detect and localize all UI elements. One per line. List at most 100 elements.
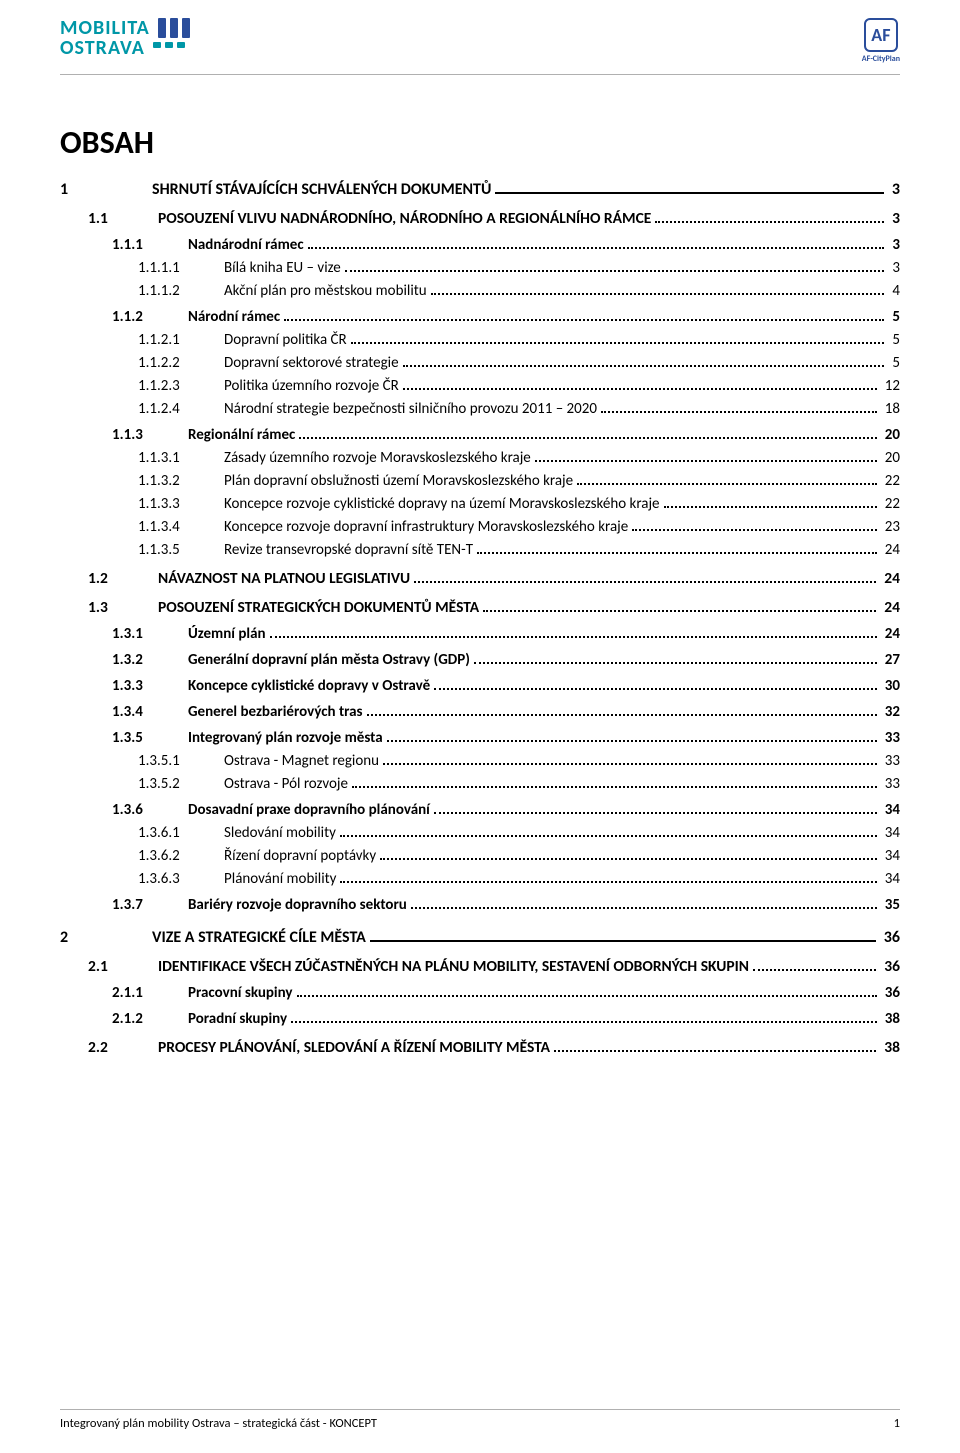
- toc-entry[interactable]: 1.3.7Bariéry rozvoje dopravního sektoru3…: [60, 896, 900, 914]
- toc-number: 1.3.6: [60, 801, 188, 819]
- toc-number: 1.1.2.1: [60, 331, 224, 349]
- toc-page: 3: [888, 259, 900, 277]
- toc-leader: [577, 477, 877, 485]
- toc-entry[interactable]: 1.3POSOUZENÍ STRATEGICKÝCH DOKUMENTŮ MĚS…: [60, 598, 900, 617]
- toc-leader: [270, 630, 877, 638]
- toc-leader: [284, 313, 884, 321]
- toc-number: 1.3: [60, 598, 158, 617]
- toc-leader: [352, 780, 877, 788]
- toc-entry[interactable]: 1SHRNUTÍ STÁVAJÍCÍCH SCHVÁLENÝCH DOKUMEN…: [60, 180, 900, 199]
- toc-page: 30: [881, 677, 900, 695]
- toc-entry[interactable]: 2VIZE A STRATEGICKÉ CÍLE MĚSTA36: [60, 928, 900, 947]
- toc-text: Dopravní politika ČR: [224, 331, 347, 349]
- toc-entry[interactable]: 2.1.1Pracovní skupiny36: [60, 984, 900, 1002]
- toc-text: Národní strategie bezpečnosti silničního…: [224, 400, 597, 418]
- toc-text: Generální dopravní plán města Ostravy (G…: [188, 651, 470, 669]
- toc-entry[interactable]: 1.3.3Koncepce cyklistické dopravy v Ostr…: [60, 677, 900, 695]
- toc-text: Územní plán: [188, 625, 266, 643]
- toc-leader: [345, 264, 885, 272]
- toc-number: 1.3.1: [60, 625, 188, 643]
- toc-entry[interactable]: 1.1.3.3Koncepce rozvoje cyklistické dopr…: [60, 495, 900, 513]
- toc-entry[interactable]: 1.1.2.2Dopravní sektorové strategie5: [60, 354, 900, 372]
- toc-entry[interactable]: 2.1.2Poradní skupiny38: [60, 1010, 900, 1028]
- toc-entry[interactable]: 1.1.3.1Zásady územního rozvoje Moravskos…: [60, 449, 900, 467]
- toc-entry[interactable]: 1.1.2.1Dopravní politika ČR 5: [60, 331, 900, 349]
- toc-entry[interactable]: 1.3.6.3Plánování mobility34: [60, 870, 900, 888]
- toc-page: 5: [888, 331, 900, 349]
- toc-entry[interactable]: 2.2PROCESY PLÁNOVÁNÍ, SLEDOVÁNÍ A ŘÍZENÍ…: [60, 1038, 900, 1057]
- toc-entry[interactable]: 1.3.6.2Řízení dopravní poptávky34: [60, 847, 900, 865]
- toc-text: Ostrava - Magnet regionu: [224, 752, 379, 770]
- toc-page: 38: [881, 1010, 900, 1028]
- toc-text: POSOUZENÍ STRATEGICKÝCH DOKUMENTŮ MĚSTA: [158, 598, 479, 617]
- toc-leader: [664, 500, 877, 508]
- toc-page: 24: [881, 625, 900, 643]
- toc-page: 5: [888, 354, 900, 372]
- toc-leader: [308, 241, 885, 249]
- toc-text: Dosavadní praxe dopravního plánování: [188, 801, 430, 819]
- toc-page: 5: [888, 308, 900, 326]
- toc-number: 1.1.2.3: [60, 377, 224, 395]
- toc-entry[interactable]: 1.3.1Územní plán 24: [60, 625, 900, 643]
- toc-page: 36: [880, 957, 900, 976]
- toc-leader: [340, 829, 877, 837]
- toc-entry[interactable]: 1.1.3.2Plán dopravní obslužnosti území M…: [60, 472, 900, 490]
- toc-page: 20: [881, 449, 900, 467]
- toc-page: 33: [881, 752, 900, 770]
- toc-page: 22: [881, 495, 900, 513]
- toc-entry[interactable]: 1.3.4Generel bezbariérových tras32: [60, 703, 900, 721]
- toc-text: Nadnárodní rámec: [188, 236, 304, 254]
- toc-leader: [655, 214, 884, 223]
- toc-entry[interactable]: 1.3.5.2Ostrava - Pól rozvoje33: [60, 775, 900, 793]
- toc-text: Ostrava - Pól rozvoje: [224, 775, 348, 793]
- page-title: OBSAH: [60, 123, 900, 162]
- toc-leader: [632, 523, 877, 531]
- toc-entry[interactable]: 1.1POSOUZENÍ VLIVU NADNÁRODNÍHO, NÁRODNÍ…: [60, 209, 900, 228]
- toc-page: 38: [880, 1038, 900, 1057]
- logo-word-1: MOBILITA: [60, 18, 150, 38]
- toc-text: Poradní skupiny: [188, 1010, 287, 1028]
- toc-entry[interactable]: 1.1.3.4Koncepce rozvoje dopravní infrast…: [60, 518, 900, 536]
- toc-entry[interactable]: 1.3.5Integrovaný plán rozvoje města33: [60, 729, 900, 747]
- toc-entry[interactable]: 2.1IDENTIFIKACE VŠECH ZÚČASTNĚNÝCH NA PL…: [60, 957, 900, 976]
- toc-entry[interactable]: 1.1.2Národní rámec5: [60, 308, 900, 326]
- toc-leader: [411, 901, 877, 909]
- toc-number: 1: [60, 180, 152, 199]
- toc-number: 1.1.2: [60, 308, 188, 326]
- toc-leader: [554, 1043, 876, 1052]
- toc-number: 1.1.3.4: [60, 518, 224, 536]
- toc-entry[interactable]: 1.1.3.5Revize transevropské dopravní sít…: [60, 541, 900, 559]
- toc-text: Bílá kniha EU – vize: [224, 259, 341, 277]
- toc-entry[interactable]: 1.1.3Regionální rámec20: [60, 426, 900, 444]
- toc-text: Generel bezbariérových tras: [188, 703, 363, 721]
- toc-page: 22: [881, 472, 900, 490]
- af-badge-icon: AF: [864, 18, 898, 52]
- toc-entry[interactable]: 1.3.6Dosavadní praxe dopravního plánován…: [60, 801, 900, 819]
- toc-number: 1.1.2.4: [60, 400, 224, 418]
- toc-entry[interactable]: 1.1.2.4Národní strategie bezpečnosti sil…: [60, 400, 900, 418]
- toc-number: 1.1.1.1: [60, 259, 224, 277]
- toc-leader: [387, 734, 877, 742]
- toc-entry[interactable]: 1.1.2.3Politika územního rozvoje ČR12: [60, 377, 900, 395]
- toc-entry[interactable]: 1.1.1Nadnárodní rámec 3: [60, 236, 900, 254]
- toc-leader: [403, 382, 877, 390]
- toc-text: Plán dopravní obslužnosti území Moravsko…: [224, 472, 573, 490]
- toc-entry[interactable]: 1.3.2Generální dopravní plán města Ostra…: [60, 651, 900, 669]
- toc-number: 1.3.7: [60, 896, 188, 914]
- toc-number: 2.1: [60, 957, 158, 976]
- toc-number: 1.1.1: [60, 236, 188, 254]
- toc-entry[interactable]: 1.1.1.2Akční plán pro městskou mobilitu4: [60, 282, 900, 300]
- toc-entry[interactable]: 1.3.6.1Sledování mobility34: [60, 824, 900, 842]
- toc-page: 23: [881, 518, 900, 536]
- toc-number: 2: [60, 928, 152, 947]
- toc-entry[interactable]: 1.1.1.1Bílá kniha EU – vize 3: [60, 259, 900, 277]
- toc-number: 1.1.3.3: [60, 495, 224, 513]
- toc-page: 36: [880, 928, 900, 947]
- toc-number: 1.1: [60, 209, 158, 228]
- toc-entry[interactable]: 1.3.5.1Ostrava - Magnet regionu33: [60, 752, 900, 770]
- toc-page: 34: [881, 870, 900, 888]
- toc-entry[interactable]: 1.2NÁVAZNOST NA PLATNOU LEGISLATIVU24: [60, 569, 900, 588]
- toc-page: 36: [881, 984, 900, 1002]
- toc-page: 3: [888, 236, 900, 254]
- toc-text: NÁVAZNOST NA PLATNOU LEGISLATIVU: [158, 569, 410, 588]
